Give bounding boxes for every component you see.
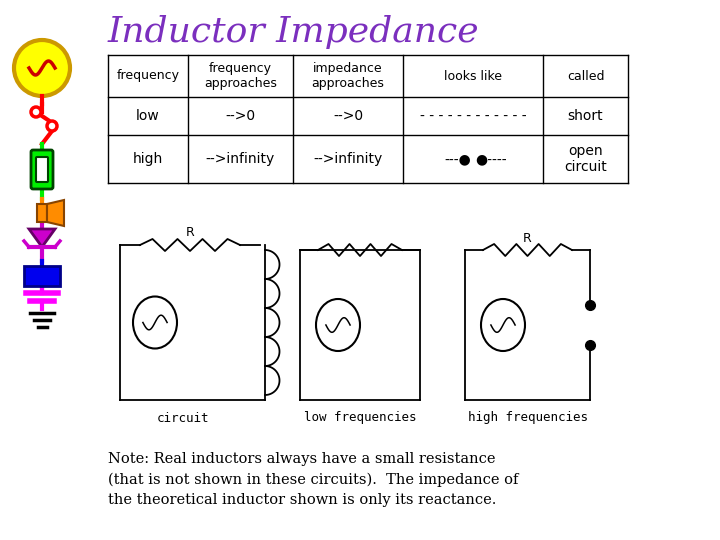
Text: looks like: looks like bbox=[444, 70, 502, 83]
Text: frequency
approaches: frequency approaches bbox=[204, 62, 277, 90]
Text: ---●: ---● bbox=[445, 152, 472, 166]
Circle shape bbox=[47, 121, 57, 131]
Text: Note: Real inductors always have a small resistance
(that is not shown in these : Note: Real inductors always have a small… bbox=[108, 452, 518, 507]
Text: -->0: -->0 bbox=[225, 109, 256, 123]
Circle shape bbox=[14, 40, 70, 96]
Text: -->0: -->0 bbox=[333, 109, 363, 123]
Bar bbox=[37, 204, 47, 222]
Bar bbox=[24, 266, 60, 286]
Text: - - - - - - - - - - - -: - - - - - - - - - - - - bbox=[420, 109, 526, 123]
Ellipse shape bbox=[133, 296, 177, 348]
Text: R: R bbox=[186, 226, 194, 240]
Text: Inductor Impedance: Inductor Impedance bbox=[108, 15, 480, 49]
Ellipse shape bbox=[481, 299, 525, 351]
Text: open
circuit: open circuit bbox=[564, 144, 607, 174]
Text: impedance
approaches: impedance approaches bbox=[312, 62, 384, 90]
Polygon shape bbox=[29, 229, 55, 247]
FancyBboxPatch shape bbox=[36, 157, 48, 182]
Ellipse shape bbox=[316, 299, 360, 351]
Text: low: low bbox=[136, 109, 160, 123]
Text: -->infinity: -->infinity bbox=[206, 152, 275, 166]
Text: called: called bbox=[567, 70, 604, 83]
Text: -->infinity: -->infinity bbox=[313, 152, 382, 166]
Text: circuit: circuit bbox=[156, 411, 209, 424]
Text: short: short bbox=[567, 109, 603, 123]
Text: low frequencies: low frequencies bbox=[304, 411, 416, 424]
FancyBboxPatch shape bbox=[31, 150, 53, 189]
Polygon shape bbox=[47, 200, 64, 226]
Text: high frequencies: high frequencies bbox=[467, 411, 588, 424]
Text: frequency: frequency bbox=[117, 70, 179, 83]
Circle shape bbox=[31, 107, 41, 117]
Text: ●----: ●---- bbox=[475, 152, 507, 166]
Text: R: R bbox=[523, 232, 532, 245]
Text: high: high bbox=[133, 152, 163, 166]
